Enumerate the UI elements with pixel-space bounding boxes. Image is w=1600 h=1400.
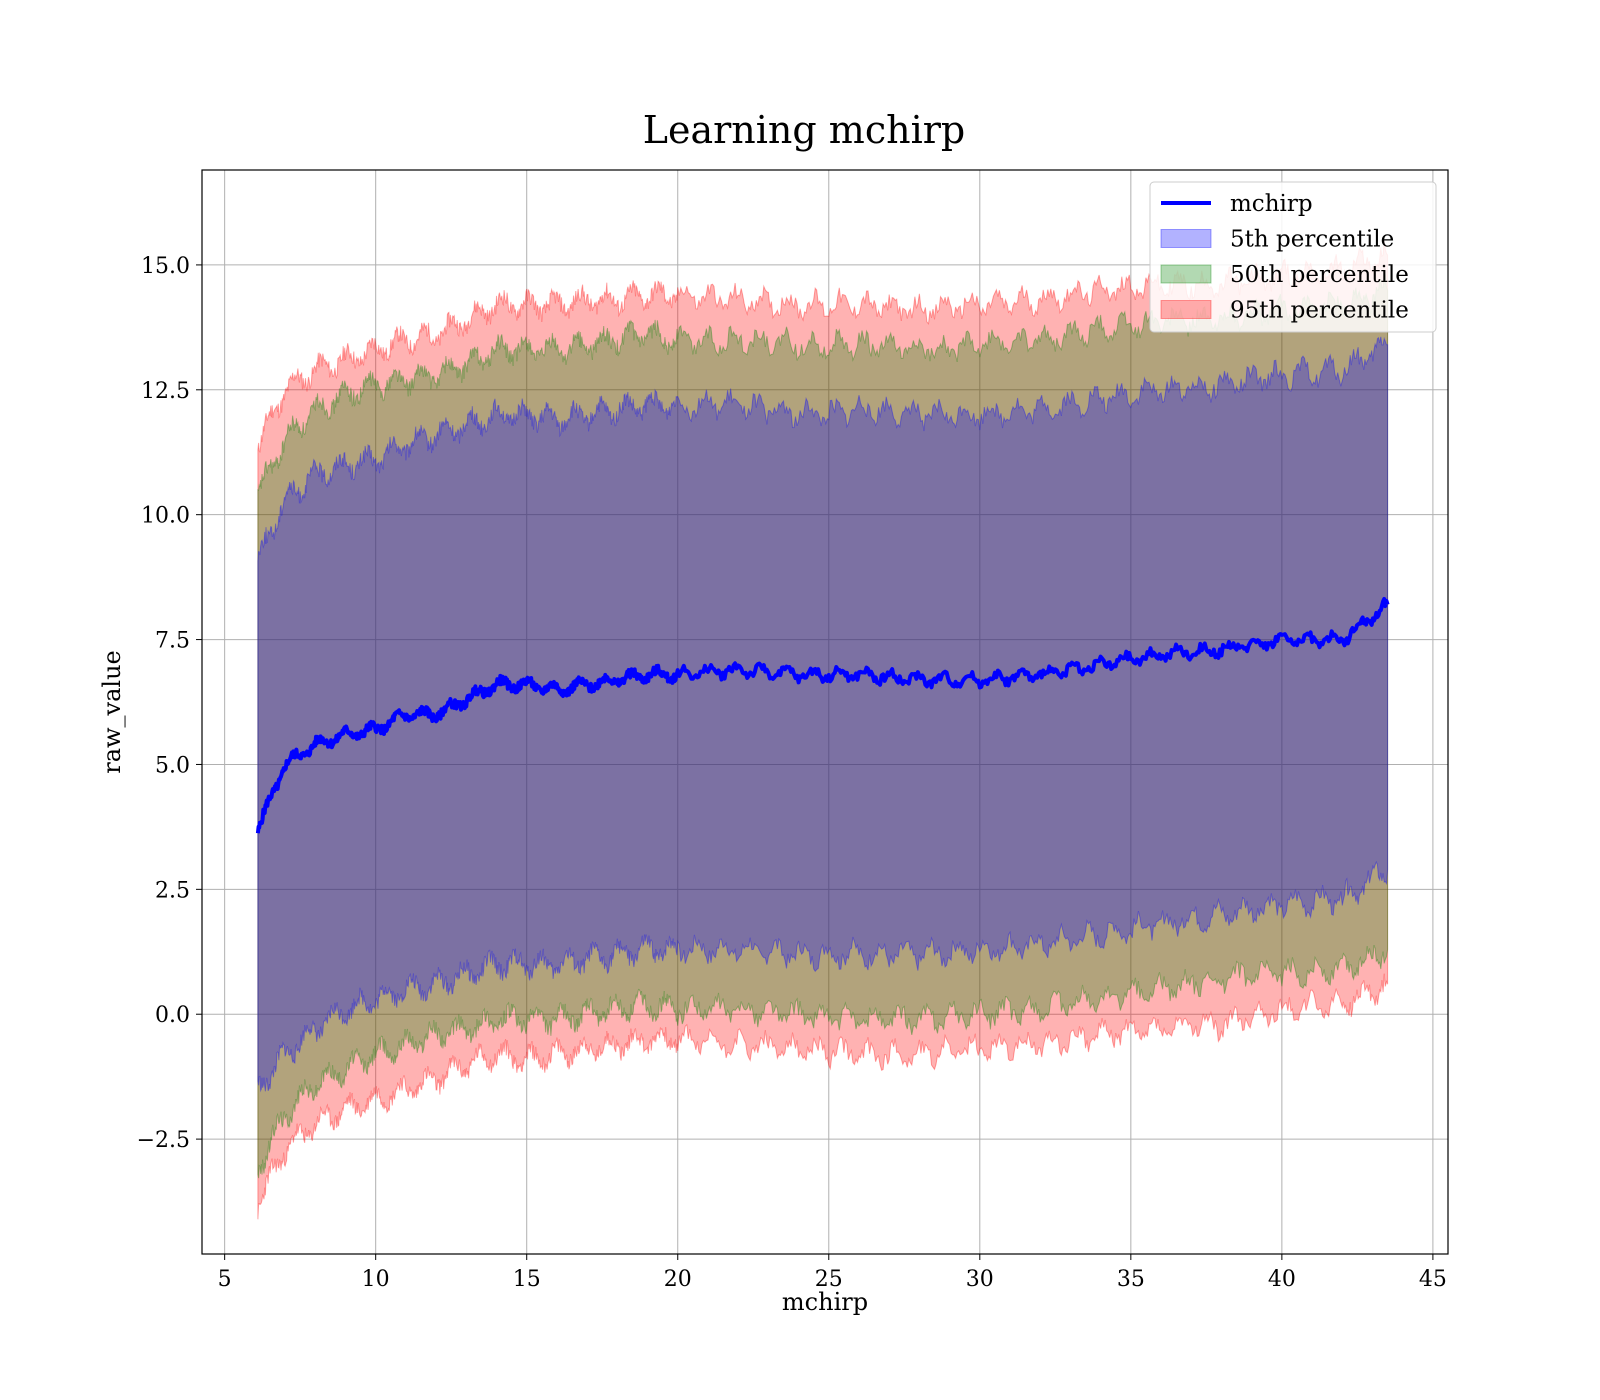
x-tick-label: 40 [1268, 1267, 1296, 1292]
band-5th-percentile [257, 336, 1389, 1093]
legend-entry-label: 50th percentile [1230, 262, 1409, 288]
legend-swatch-band [1160, 264, 1212, 284]
series-lines [255, 596, 1390, 834]
x-axis: 5 10 15 20 25 30 35 40 45 [218, 1254, 1447, 1292]
band-95th-percentile [257, 240, 1389, 1220]
y-axis: −2.5 0.0 2.5 5.0 7.5 10.0 12.5 15.0 [137, 254, 202, 1153]
legend: mchirp 5th percentile 50th percentile 95th … [1149, 181, 1437, 333]
legend-box [1149, 181, 1437, 333]
y-tick-label: 0.0 [155, 1003, 190, 1028]
legend-entry-label: 5th percentile [1230, 227, 1394, 253]
legend-swatch-band [1160, 229, 1212, 248]
y-tick-label: 10.0 [141, 504, 190, 529]
x-tick-label: 35 [1117, 1267, 1145, 1292]
x-tick-label: 10 [362, 1267, 390, 1292]
legend-entry-label: 95th percentile [1230, 298, 1409, 324]
x-tick-label: 45 [1419, 1267, 1447, 1292]
y-tick-label: 2.5 [155, 878, 190, 903]
grid [202, 170, 1448, 1254]
y-tick-label: 5.0 [155, 753, 190, 778]
x-tick-label: 5 [218, 1267, 232, 1292]
x-tick-label: 25 [815, 1267, 843, 1292]
chart-title: Learning mchirp [643, 108, 965, 152]
y-tick-label: 12.5 [141, 379, 190, 404]
x-tick-label: 30 [966, 1267, 994, 1292]
x-axis-label: mchirp [782, 1288, 868, 1316]
legend-swatch-band [1160, 300, 1212, 319]
x-tick-label: 15 [513, 1267, 541, 1292]
y-tick-label: 7.5 [155, 629, 190, 654]
x-tick-label: 20 [664, 1267, 692, 1292]
legend-entry-label: mchirp [1230, 191, 1313, 217]
band-50th-percentile [257, 274, 1389, 1179]
percentile-bands [257, 240, 1389, 1220]
line-mchirp [255, 596, 1390, 834]
y-tick-label: −2.5 [137, 1128, 190, 1153]
plot-frame [201, 169, 1449, 1255]
y-axis-label: raw_value [98, 650, 126, 774]
y-tick-label: 15.0 [141, 254, 190, 279]
